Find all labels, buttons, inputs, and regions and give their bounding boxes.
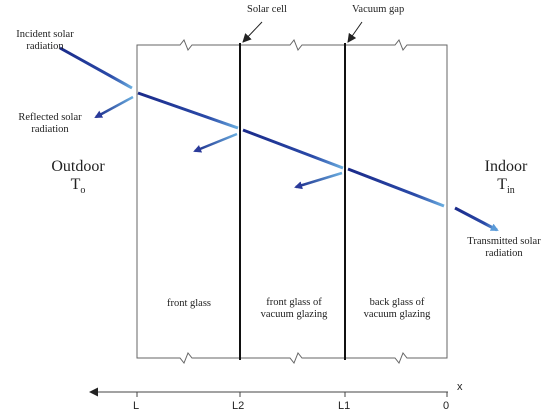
axis-name-x: x [457,381,463,393]
transmitted-ray [454,206,499,232]
transmitted-radiation-label: Transmitted solar radiation [467,236,541,260]
front-glass-label: front glass [166,298,212,309]
reflected-radiation-label: Reflected solar radiation [18,112,82,136]
tick-label-L: L [133,400,140,412]
glazing-box [136,39,448,364]
reflected-ray-2 [193,132,238,153]
reflected-ray-3 [294,171,343,190]
reflected-ray-1 [94,95,134,119]
ray-segment-1 [137,91,239,130]
outdoor-label: Outdoor To [48,158,108,197]
solar-cell-pointer [242,21,263,43]
vacuum-gap-pointer [347,21,363,43]
indoor-temperature: Tin [497,176,515,197]
incident-radiation-label: Incident solar radiation [16,29,74,53]
indoor-label: Indoor Tin [478,158,534,197]
back-glass-vacuum-label: back glass of vacuum glazing [363,297,431,321]
solar-cell-label: Solar cell [247,4,287,15]
tick-label-0: 0 [443,400,450,412]
front-glass-vacuum-label: front glass of vacuum glazing [260,297,328,321]
tick-label-L2: L2 [232,400,245,412]
outdoor-temperature: To [70,176,86,197]
ray-segment-2 [242,128,344,170]
tick-label-L1: L1 [338,400,351,412]
incident-ray [59,46,133,90]
vacuum-gap-label: Vacuum gap [352,4,405,15]
ray-segment-3 [347,167,445,208]
